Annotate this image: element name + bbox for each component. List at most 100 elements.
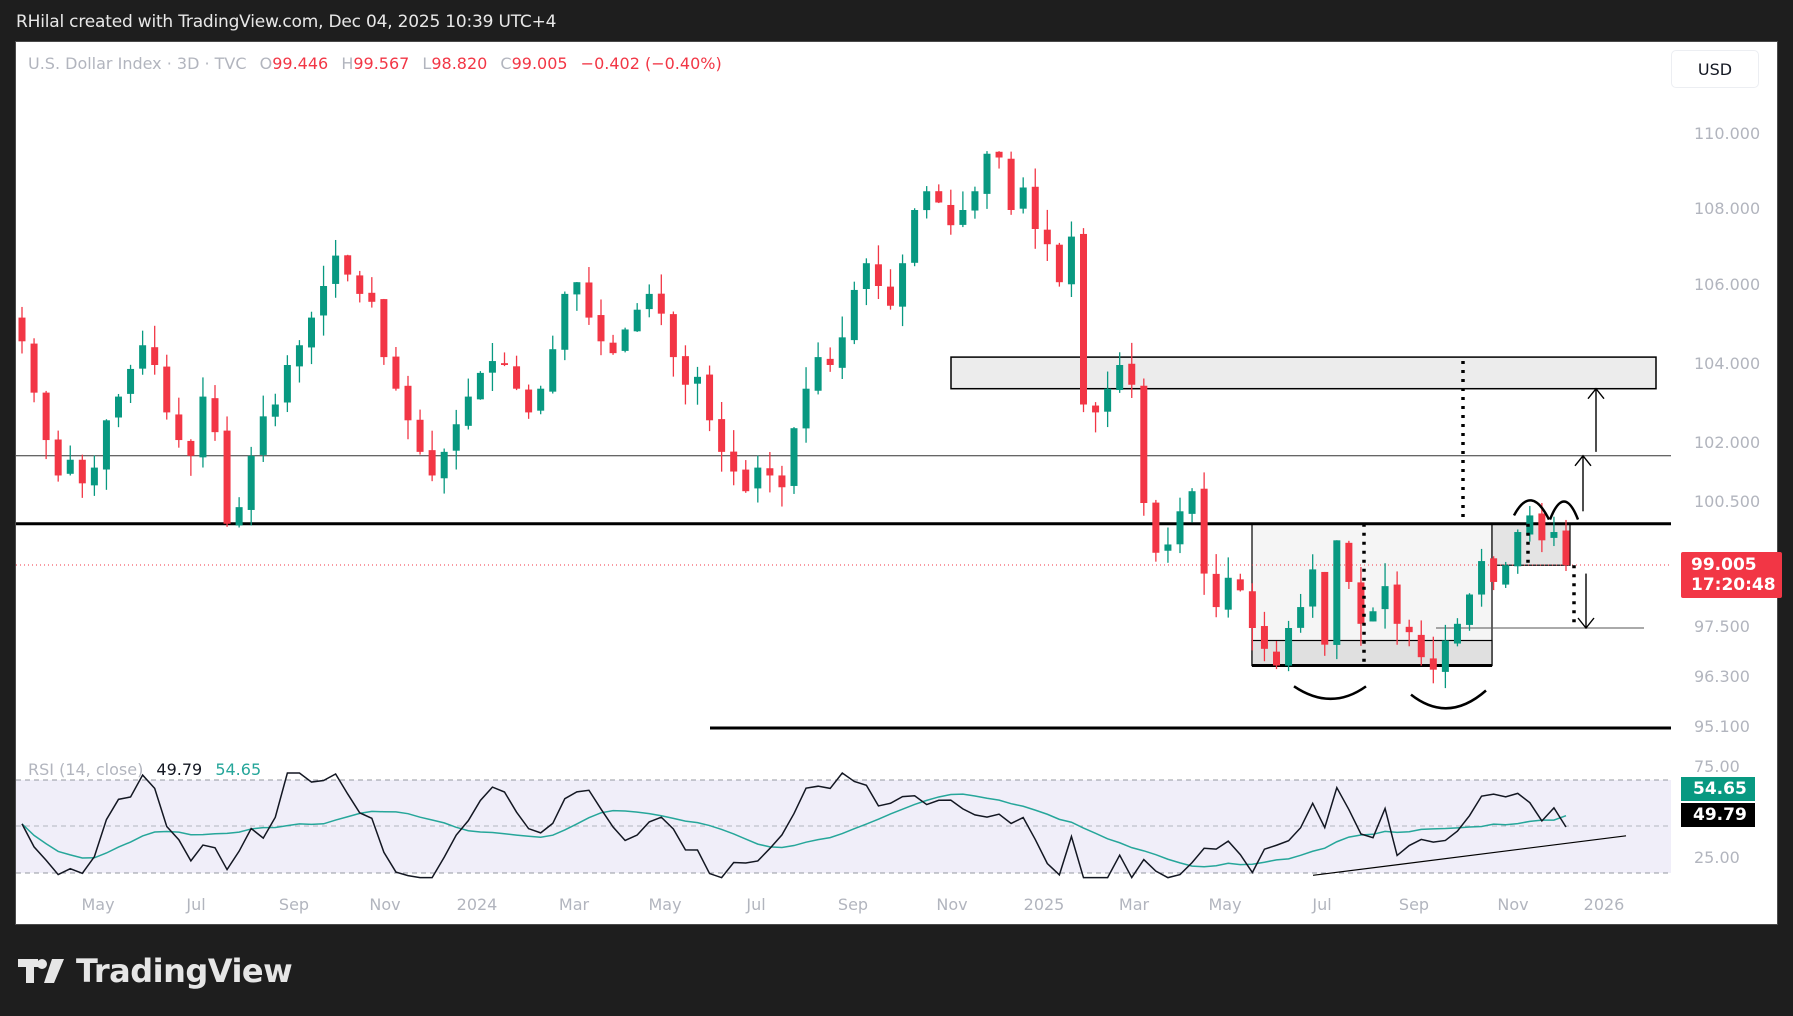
- last-price-tag: 99.005 17:20:48: [1681, 552, 1782, 598]
- time-tick: Mar: [558, 895, 590, 914]
- candle: [42, 392, 50, 441]
- candle: [139, 345, 147, 369]
- price-tick: 95.100: [1694, 717, 1750, 736]
- candle: [814, 357, 822, 391]
- time-tick: 2025: [1023, 895, 1065, 914]
- candle: [18, 317, 26, 342]
- candle: [211, 398, 219, 433]
- candle: [440, 451, 448, 479]
- candle: [887, 286, 894, 306]
- currency-button[interactable]: USD: [1671, 50, 1759, 88]
- rsi-tick: 75.00: [1694, 757, 1740, 776]
- candle: [1224, 577, 1232, 610]
- resistance-zone: [950, 356, 1657, 390]
- candle: [235, 507, 243, 526]
- time-tick: Nov: [1497, 895, 1529, 914]
- price-tick: 110.000: [1694, 124, 1761, 143]
- candle: [1152, 502, 1160, 553]
- candle: [911, 210, 919, 263]
- candle: [718, 419, 726, 452]
- candle: [971, 191, 979, 211]
- candle: [464, 396, 472, 426]
- candle: [1562, 530, 1570, 566]
- price-tick: 106.000: [1694, 275, 1761, 294]
- candle: [657, 293, 665, 314]
- candle: [501, 363, 508, 365]
- rsi-ma-value: 54.65: [215, 760, 262, 779]
- price-chart-canvas[interactable]: [16, 42, 1779, 926]
- candle: [1140, 385, 1148, 503]
- candle: [1273, 651, 1280, 666]
- candle: [320, 286, 328, 316]
- time-tick: May: [81, 895, 115, 914]
- candle: [1345, 542, 1353, 582]
- candle: [1248, 591, 1256, 628]
- candle: [549, 349, 557, 392]
- symbol-title: U.S. Dollar Index · 3D · TVC: [28, 54, 247, 73]
- candle: [356, 275, 364, 294]
- candle: [537, 388, 545, 411]
- candle: [404, 385, 412, 421]
- candle: [1164, 544, 1172, 551]
- candle: [681, 356, 689, 385]
- candle: [766, 468, 774, 476]
- candle: [151, 347, 159, 365]
- time-tick: Sep: [1398, 895, 1430, 914]
- candle: [1441, 640, 1449, 672]
- candle: [633, 309, 641, 332]
- candle: [199, 396, 207, 458]
- candle: [838, 337, 846, 368]
- candle: [1333, 540, 1341, 645]
- candle: [1055, 244, 1063, 283]
- candle: [730, 451, 738, 472]
- candle: [452, 424, 460, 451]
- last-price-value: 99.005: [1691, 555, 1757, 575]
- candle: [1019, 187, 1027, 209]
- candle: [1309, 569, 1317, 607]
- candle: [1067, 236, 1075, 285]
- rsi-ma-tag: 54.65: [1681, 777, 1755, 801]
- candle: [561, 293, 569, 350]
- candle: [826, 358, 834, 365]
- time-tick: 2026: [1583, 895, 1625, 914]
- chart-frame[interactable]: U.S. Dollar Index · 3D · TVC O99.446 H99…: [15, 41, 1782, 926]
- candle: [488, 361, 496, 373]
- time-tick: 2024: [456, 895, 498, 914]
- candle: [1466, 594, 1473, 625]
- candle: [585, 282, 593, 318]
- brand-name: TradingView: [76, 952, 293, 990]
- candle: [706, 374, 714, 421]
- candle: [597, 315, 605, 342]
- candle: [669, 314, 677, 358]
- time-tick: Jul: [186, 895, 206, 914]
- candle: [1381, 586, 1389, 610]
- low-value: 98.820: [431, 54, 488, 73]
- candle: [115, 396, 122, 418]
- rsi-trendline: [1312, 835, 1627, 876]
- tradingview-logo[interactable]: TradingView: [18, 952, 293, 990]
- time-tick: Nov: [936, 895, 968, 914]
- close-value: 99.005: [511, 54, 568, 73]
- time-tick: Sep: [837, 895, 869, 914]
- rsi-legend: RSI (14, close) 49.79 54.65: [28, 760, 261, 779]
- candle: [259, 416, 267, 455]
- candle: [30, 343, 38, 393]
- candle: [1200, 488, 1208, 574]
- rsi-tick: 25.00: [1694, 848, 1740, 867]
- candle: [1104, 388, 1112, 412]
- candle: [102, 420, 110, 470]
- rsi-line: [21, 772, 1567, 880]
- candle: [1007, 158, 1015, 210]
- candle: [995, 151, 1003, 158]
- high-value: 99.567: [353, 54, 410, 73]
- candle: [368, 292, 376, 302]
- candle: [1092, 405, 1100, 413]
- candle: [609, 342, 617, 354]
- candle: [1321, 571, 1329, 645]
- candle: [742, 469, 750, 492]
- candle: [90, 467, 98, 486]
- time-tick: May: [1208, 895, 1242, 914]
- candle: [66, 459, 74, 474]
- candle: [790, 428, 798, 486]
- candle: [983, 153, 991, 194]
